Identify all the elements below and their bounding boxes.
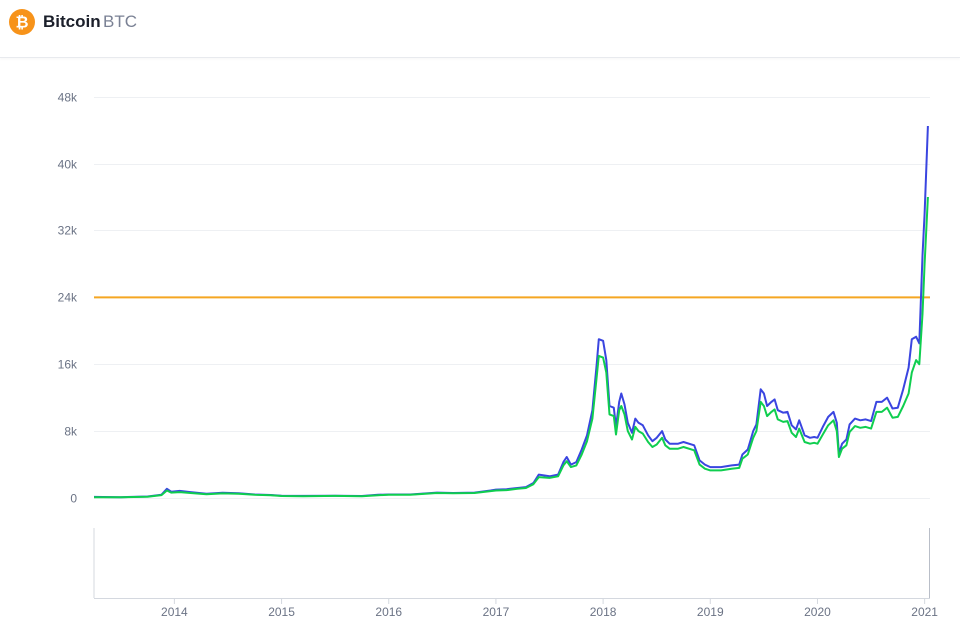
- x-axis: 2014 2015 2016 2017 2018 2019 2020 2021: [161, 598, 938, 619]
- y-tick-label: 16k: [58, 358, 78, 372]
- bitcoin-icon: ₿: [9, 9, 35, 35]
- x-tick-label: 2016: [375, 605, 402, 619]
- y-tick-label: 0: [70, 492, 77, 506]
- y-axis: 0 8k 16k 24k 32k 40k 48k: [58, 91, 78, 506]
- series-line-1: [93, 125, 929, 499]
- x-tick-label: 2021: [911, 605, 938, 619]
- x-tick-label: 2019: [697, 605, 724, 619]
- coin-name: Bitcoin: [43, 12, 101, 31]
- range-navigator[interactable]: [93, 528, 930, 599]
- coin-header: ₿ Bitcoin BTC: [0, 0, 960, 58]
- series-layer: [93, 125, 929, 499]
- x-tick-label: 2015: [268, 605, 295, 619]
- svg-text:₿: ₿: [15, 14, 28, 32]
- coin-symbol: BTC: [103, 12, 137, 31]
- y-tick-label: 40k: [58, 158, 78, 172]
- y-tick-label: 8k: [64, 425, 78, 439]
- series-line-2: [93, 196, 929, 499]
- navigator-area[interactable]: [94, 528, 930, 598]
- x-tick-label: 2020: [804, 605, 831, 619]
- x-tick-label: 2014: [161, 605, 188, 619]
- y-tick-label: 32k: [58, 224, 78, 238]
- x-tick-label: 2017: [483, 605, 510, 619]
- x-tick-label: 2018: [590, 605, 617, 619]
- y-tick-label: 24k: [58, 291, 78, 305]
- y-tick-label: 48k: [58, 91, 78, 105]
